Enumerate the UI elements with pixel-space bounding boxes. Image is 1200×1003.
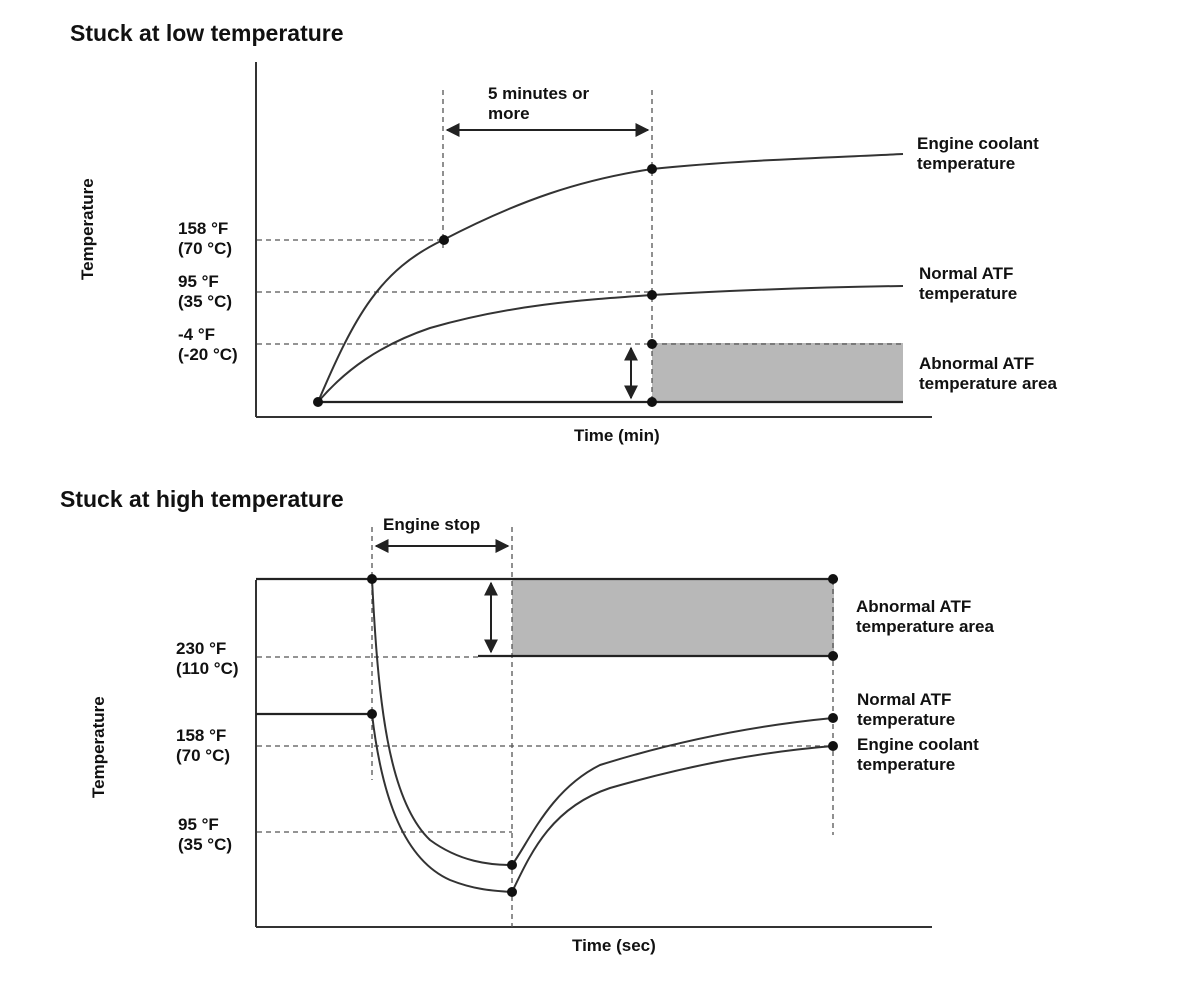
low-tick-minus4-f: -4 °F xyxy=(178,325,215,344)
high-normal-end-dot xyxy=(828,713,838,723)
high-coolant-label-1: Engine coolant xyxy=(857,735,979,754)
low-coolant-curve xyxy=(317,153,904,403)
high-coolant-end-dot xyxy=(828,741,838,751)
low-abnormal-label-1: Abnormal ATF xyxy=(919,354,1034,373)
low-normal-atf-curve xyxy=(317,285,904,403)
low-coolant-end-dot xyxy=(647,164,657,174)
high-area-top-end-dot xyxy=(828,574,838,584)
high-normal-label-2: temperature xyxy=(857,710,955,729)
low-tick-95-c: (35 °C) xyxy=(178,292,232,311)
low-interval-label-2: more xyxy=(488,104,530,123)
high-normal-label-1: Normal ATF xyxy=(857,690,951,709)
high-temperature-panel: Stuck at high temperature Temperature Ti… xyxy=(60,486,995,955)
high-area-bottom-end-dot xyxy=(828,651,838,661)
high-panel-title: Stuck at high temperature xyxy=(60,486,344,512)
low-x-axis-label: Time (min) xyxy=(574,426,660,445)
low-baseline-end-dot xyxy=(647,397,657,407)
high-coolant-curve xyxy=(371,713,834,894)
low-temperature-panel: Stuck at low temperature Temperature Tim… xyxy=(70,20,1058,445)
low-coolant-label-2: temperature xyxy=(917,154,1015,173)
high-initial-dot xyxy=(367,709,377,719)
high-tick-158-c: (70 °C) xyxy=(176,746,230,765)
high-tick-230-c: (110 °C) xyxy=(176,659,239,678)
high-engine-stop-label: Engine stop xyxy=(383,515,480,534)
high-x-axis-label: Time (sec) xyxy=(572,936,656,955)
low-start-dot xyxy=(313,397,323,407)
low-tick-158-f: 158 °F xyxy=(178,219,228,238)
high-tick-95-f: 95 °F xyxy=(178,815,219,834)
low-tick-158-c: (70 °C) xyxy=(178,239,232,258)
low-tick-95-f: 95 °F xyxy=(178,272,219,291)
high-tick-95-c: (35 °C) xyxy=(178,835,232,854)
low-normal-end-dot xyxy=(647,290,657,300)
high-abnormal-label-1: Abnormal ATF xyxy=(856,597,971,616)
low-abnormal-area xyxy=(652,343,903,402)
low-abnormal-label-2: temperature area xyxy=(919,374,1058,393)
low-normal-label-2: temperature xyxy=(919,284,1017,303)
high-coolant-min-dot xyxy=(507,887,517,897)
low-interval-label-1: 5 minutes or xyxy=(488,84,589,103)
high-abnormal-area xyxy=(512,579,834,656)
high-tick-158-f: 158 °F xyxy=(176,726,226,745)
low-normal-label-1: Normal ATF xyxy=(919,264,1013,283)
low-y-axis-label: Temperature xyxy=(78,178,97,280)
low-minus4-dot xyxy=(647,339,657,349)
low-coolant-label-1: Engine coolant xyxy=(917,134,1039,153)
high-abnormal-label-2: temperature area xyxy=(856,617,995,636)
high-tick-230-f: 230 °F xyxy=(176,639,226,658)
high-coolant-label-2: temperature xyxy=(857,755,955,774)
high-stop-dot xyxy=(367,574,377,584)
high-y-axis-label: Temperature xyxy=(89,696,108,798)
low-tick-minus4-c: (-20 °C) xyxy=(178,345,238,364)
low-panel-title: Stuck at low temperature xyxy=(70,20,344,46)
high-normal-min-dot xyxy=(507,860,517,870)
low-coolant-158-dot xyxy=(439,235,449,245)
